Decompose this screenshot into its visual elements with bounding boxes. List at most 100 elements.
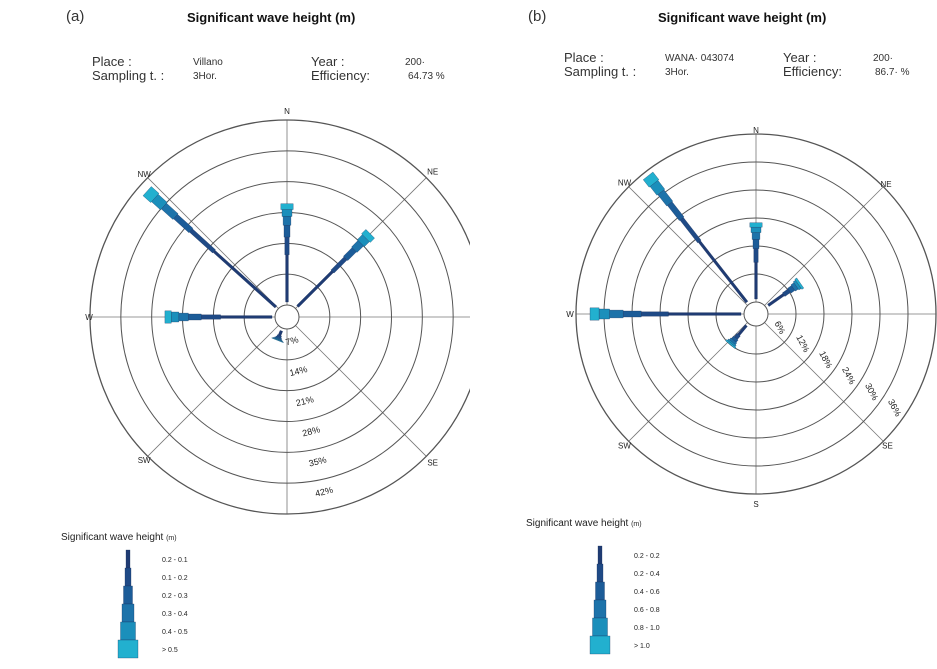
year-label: Year : <box>783 50 817 65</box>
panel-tag: (a) <box>66 8 85 25</box>
petal-band <box>609 309 624 319</box>
petal-band <box>641 311 669 317</box>
petal-band <box>750 227 762 233</box>
sampling-value: 3Hor. <box>193 71 217 82</box>
direction-label-ne: NE <box>881 180 892 189</box>
petal-band <box>142 186 160 203</box>
petal-band <box>667 201 685 221</box>
petal <box>164 310 273 324</box>
legend-label: 0.3 - 0.4 <box>162 611 188 618</box>
efficiency-value: 86.7· % <box>875 67 910 78</box>
petal <box>280 203 294 303</box>
petal <box>271 330 284 343</box>
year-value: 200· <box>405 57 426 68</box>
place-value: WANA· 043074 <box>665 53 735 64</box>
petal-band <box>794 277 805 290</box>
legend-label: 0.2 - 0.2 <box>634 553 660 560</box>
legend: 0.2 - 0.2 0.2 - 0.4 0.4 - 0.6 0.6 - 0.8 0.8 … <box>589 545 660 655</box>
panel-tag: (b) <box>528 8 547 25</box>
legend: 0.2 - 0.1 0.1 - 0.2 0.2 - 0.3 0.3 - 0.4 0.4 … <box>117 549 188 659</box>
direction-label-se: SE <box>882 442 893 451</box>
center-circle <box>743 301 769 327</box>
place-label: Place : <box>564 50 604 65</box>
petal-band <box>284 236 290 255</box>
wave-rose-chart: 7%14%21%28%35%42%NNEESESSWWNW <box>85 107 470 515</box>
legend-swatch <box>123 585 133 605</box>
year-label: Year : <box>311 54 345 69</box>
petal-band <box>698 240 749 304</box>
direction-label-sw: SW <box>618 442 631 451</box>
legend-swatch <box>120 621 136 641</box>
efficiency-value: 64.73 % <box>408 71 445 82</box>
petal-band <box>598 308 610 320</box>
legend-label: 0.6 - 0.8 <box>634 607 660 614</box>
sampling-value: 3Hor. <box>665 67 689 78</box>
petal-band <box>171 311 179 323</box>
petal-band <box>752 239 760 249</box>
petal <box>589 307 742 321</box>
efficiency-label: Efficiency: <box>311 68 371 83</box>
ring-label: 24% <box>840 365 857 386</box>
ring-label: 42% <box>314 485 334 499</box>
ring-label: 21% <box>295 394 315 408</box>
ring <box>120 150 454 484</box>
legend-swatch <box>125 549 131 569</box>
petal-band <box>754 262 758 300</box>
legend-unit: (m) <box>631 521 642 528</box>
petal-band <box>623 310 642 318</box>
petal <box>296 229 375 308</box>
petal-band <box>361 229 375 243</box>
legend-label: 0.2 - 0.4 <box>634 571 660 578</box>
petal-band <box>642 171 660 188</box>
petal-band <box>201 314 221 320</box>
petal-band <box>589 307 600 321</box>
legend-label: > 1.0 <box>634 643 650 650</box>
legend-swatch <box>596 563 604 583</box>
place-value: Villano <box>193 57 223 68</box>
ring-label: 12% <box>794 333 811 354</box>
direction-label-ne: NE <box>427 167 438 176</box>
legend-title-text: Significant wave height <box>526 518 629 529</box>
petal-band <box>283 225 291 238</box>
place-label: Place : <box>92 54 132 69</box>
ring <box>575 133 937 495</box>
legend-label: 0.4 - 0.6 <box>634 589 660 596</box>
legend-label: > 0.5 <box>162 647 178 654</box>
direction-label-s: S <box>753 500 758 509</box>
direction-label-nw: NW <box>138 170 152 179</box>
sampling-label: Sampling t. : <box>92 68 165 83</box>
legend-label: 0.1 - 0.2 <box>162 575 188 582</box>
petal-band <box>737 324 748 336</box>
petal-band <box>668 312 742 316</box>
panel-a: (a) Significant wave height (m) Place : … <box>61 8 470 659</box>
legend-label: 0.4 - 0.5 <box>162 629 188 636</box>
petal-band <box>282 216 292 226</box>
ring-label: 30% <box>863 381 880 402</box>
legend-swatch <box>592 617 608 637</box>
wave-rose-chart: 6%12%18%24%30%36%NNEESESSWWNW <box>566 126 937 509</box>
petal-band <box>178 312 189 322</box>
petal-band <box>753 248 759 263</box>
legend-label: 0.2 - 0.1 <box>162 557 188 564</box>
ring-label: 14% <box>288 364 308 378</box>
petal <box>725 324 748 349</box>
petal-band <box>164 310 172 324</box>
ring-label: 28% <box>301 424 321 438</box>
ring-label: 35% <box>308 455 328 469</box>
legend-swatch <box>593 599 607 619</box>
petal-band <box>751 232 761 240</box>
panel-b: (b) Significant wave height (m) Place : … <box>470 0 937 669</box>
legend-swatch <box>117 639 139 659</box>
petal <box>142 186 278 309</box>
petal-band <box>220 315 273 319</box>
direction-label-nw: NW <box>618 178 632 187</box>
legend-swatch <box>589 635 611 655</box>
petal <box>767 277 805 307</box>
ring-label: 36% <box>886 398 903 419</box>
petal-band <box>679 217 702 244</box>
petal-band <box>188 313 202 321</box>
ring <box>151 181 423 453</box>
legend-label: 0.2 - 0.3 <box>162 593 188 600</box>
sampling-label: Sampling t. : <box>564 64 637 79</box>
legend-title: Significant wave height (m) <box>61 532 177 543</box>
